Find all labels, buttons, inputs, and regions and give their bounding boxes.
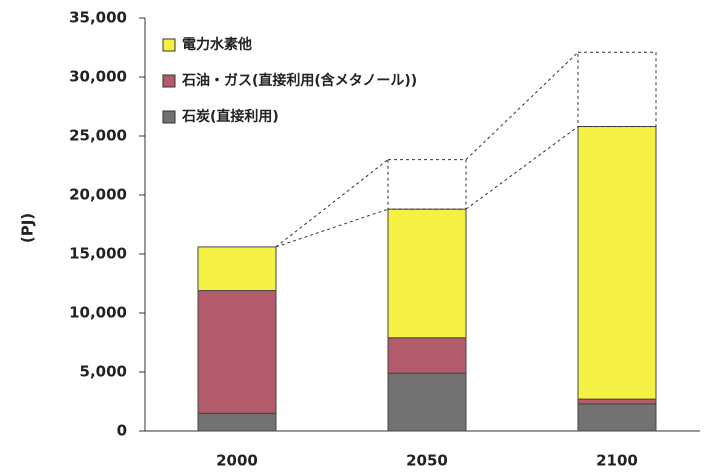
y-tick-label: 15,000 — [69, 245, 127, 263]
dashed-total — [577, 51, 657, 128]
dashed-total — [387, 159, 467, 210]
x-tick-label: 2100 — [596, 452, 638, 470]
legend-text: 石油・ガス(直接利用(含メタノール)) — [181, 72, 417, 89]
bar-segment — [577, 126, 657, 400]
connector — [465, 126, 579, 210]
bar-segment — [387, 208, 467, 339]
bar-segment — [387, 337, 467, 374]
bar-segment — [197, 246, 277, 292]
y-tick-label: 25,000 — [69, 127, 127, 145]
y-tick-label: 35,000 — [69, 9, 127, 27]
x-tick-label: 2000 — [216, 452, 258, 470]
y-tick-label: 10,000 — [69, 304, 127, 322]
y-tick-label: 30,000 — [69, 68, 127, 86]
legend-swatch — [162, 110, 176, 124]
bar-segment — [577, 403, 657, 432]
legend-text: 石炭(直接利用) — [181, 108, 279, 125]
connector — [465, 51, 579, 160]
connector — [275, 159, 389, 248]
legend-swatch — [162, 74, 176, 88]
y-axis-label: (PJ) — [19, 213, 37, 243]
y-tick-label: 5,000 — [80, 363, 127, 381]
y-tick-label: 20,000 — [69, 186, 127, 204]
y-tick-label: 0 — [117, 422, 127, 440]
legend-text: 電力水素他 — [182, 36, 252, 53]
x-tick-label: 2050 — [406, 452, 448, 470]
bar-segment — [197, 412, 277, 432]
bar-segment — [197, 290, 277, 414]
bar-segment — [387, 372, 467, 432]
legend-swatch — [162, 38, 176, 52]
connector — [275, 208, 389, 248]
bar-segment — [577, 398, 657, 405]
